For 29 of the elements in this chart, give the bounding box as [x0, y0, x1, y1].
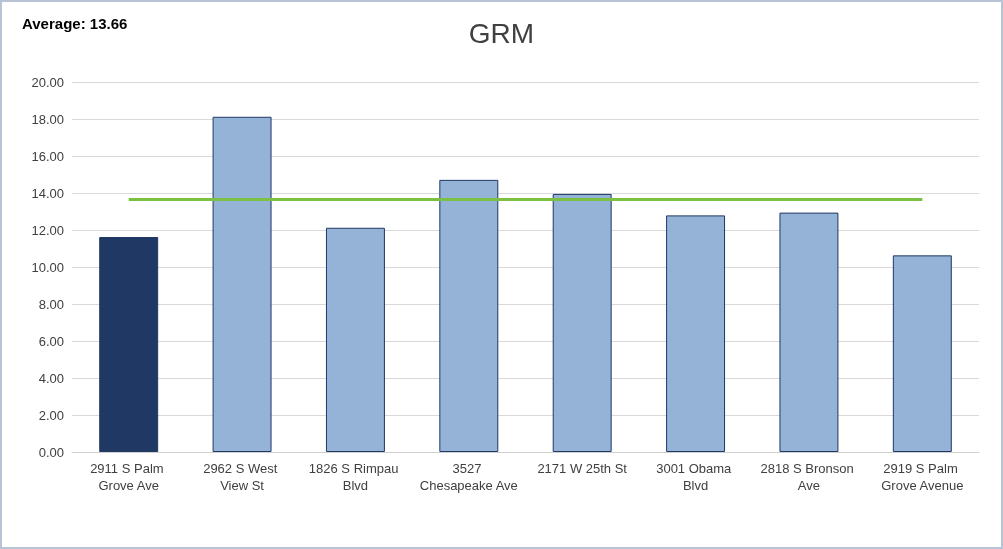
chart-title: GRM — [468, 17, 535, 49]
y-tick-label: 8.00 — [38, 296, 64, 312]
x-tick-label: 2962 S West View St — [203, 461, 281, 493]
x-tick-label: 3527 Chesapeake Ave — [419, 461, 518, 493]
y-tick-label: 18.00 — [31, 111, 64, 127]
x-tick-label: 2911 S Palm Grove Ave — [90, 461, 168, 493]
y-tick-label: 20.00 — [31, 74, 64, 90]
y-tick-label: 14.00 — [31, 185, 64, 201]
bar — [666, 215, 726, 452]
y-tick-label: 12.00 — [31, 222, 64, 238]
x-tick-label: 2818 S Bronson Ave — [760, 461, 858, 493]
text: Average: 13.66 — [22, 15, 128, 32]
x-tick-label: 2171 W 25th St — [537, 461, 628, 476]
y-tick-label: 6.00 — [38, 333, 64, 349]
bar — [439, 179, 499, 452]
y-tick-label: 0.00 — [38, 444, 64, 460]
x-tick-label: 1826 S Rimpau Blvd — [308, 461, 403, 493]
y-tick-label: 16.00 — [31, 148, 64, 164]
bar — [552, 193, 612, 452]
bar — [325, 227, 385, 452]
x-tick-label: 3001 Obama Blvd — [656, 461, 735, 493]
y-tick-label: 4.00 — [38, 370, 64, 386]
bar — [892, 255, 952, 452]
bar — [99, 237, 159, 452]
bar — [779, 212, 839, 452]
y-tick-label: 10.00 — [31, 259, 64, 275]
x-tick-label: 2919 S Palm Grove Avenue — [881, 461, 964, 493]
bar — [212, 116, 272, 452]
y-tick-label: 2.00 — [38, 407, 64, 423]
